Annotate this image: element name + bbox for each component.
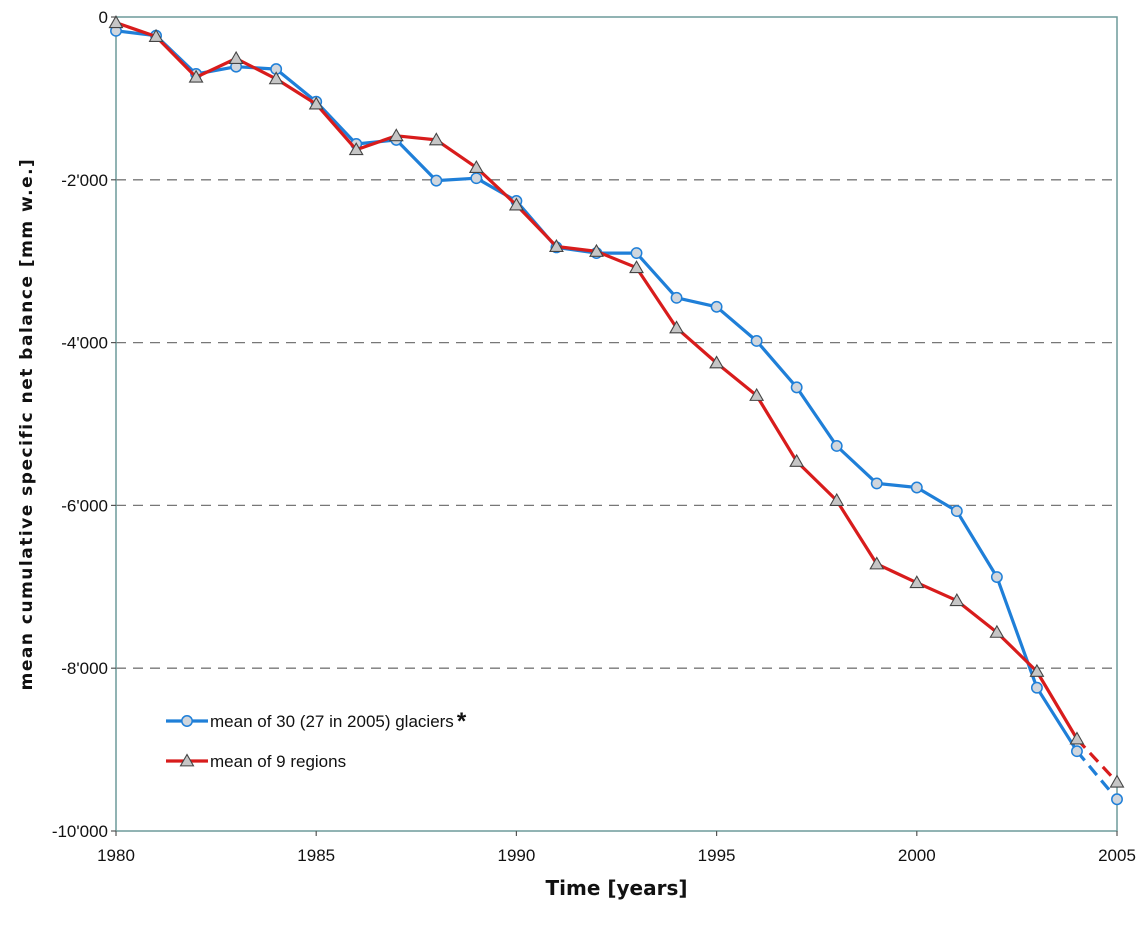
data-point [790, 381, 803, 394]
x-tick-label: 2000 [898, 846, 936, 865]
x-tick-label: 1985 [297, 846, 335, 865]
data-point [548, 238, 564, 252]
data-point [710, 300, 723, 313]
series-line [115, 21, 1079, 740]
data-point [910, 481, 923, 494]
series-line-dashed-segment [1075, 737, 1119, 784]
legend-marker [179, 753, 195, 767]
legend: mean of 30 (27 in 2005) glaciers *mean of… [166, 708, 467, 771]
data-point [750, 335, 763, 347]
data-point [749, 387, 765, 401]
data-point [869, 556, 885, 570]
legend-entry: mean of 9 regions [166, 752, 346, 771]
legend-label: mean of 30 (27 in 2005) glaciers [210, 712, 454, 731]
legend-label: mean of 9 regions [210, 752, 346, 771]
y-tick-label: -8'000 [61, 659, 108, 678]
data-point [148, 28, 164, 42]
data-point [789, 453, 805, 467]
data-point [1109, 774, 1125, 788]
legend-marker [181, 715, 193, 727]
legend-entry: mean of 30 (27 in 2005) glaciers * [166, 708, 467, 735]
axis-ticks: 0 -2'000 -4'000 -6'000 -8'000 -10'000 1980 1985… [52, 8, 1136, 865]
series-2 [108, 15, 1125, 788]
data-point [909, 575, 925, 589]
x-tick-label: 2005 [1098, 846, 1136, 865]
data-point [268, 71, 284, 85]
data-point [949, 593, 965, 607]
data-point [1030, 681, 1043, 694]
y-tick-label: 0 [99, 8, 108, 27]
data-point [430, 174, 443, 187]
series-line [115, 29, 1079, 753]
data-point [709, 355, 725, 369]
data-point [1071, 745, 1083, 758]
data-point [990, 571, 1003, 583]
data-point [1069, 731, 1085, 745]
series-1 [110, 24, 1123, 806]
data-point [629, 260, 644, 274]
x-axis-title: Time [years] [545, 876, 687, 900]
data-point [950, 505, 963, 518]
data-point [348, 142, 364, 156]
y-tick-label: -6'000 [61, 496, 108, 515]
data-point [108, 15, 124, 29]
data-point [188, 69, 204, 83]
series-line-dashed-segment [1075, 750, 1119, 801]
legend-asterisk: * [457, 708, 467, 735]
y-tick-label: -4'000 [61, 334, 108, 353]
data-point [388, 128, 404, 142]
data-point [830, 440, 843, 452]
data-point [470, 172, 483, 185]
data-point [829, 492, 845, 506]
data-point [468, 159, 484, 174]
plot-area-frame [115, 16, 1118, 832]
data-point [630, 247, 643, 260]
x-tick-label: 1995 [698, 846, 736, 865]
data-point [1111, 793, 1123, 806]
series-layer [108, 15, 1125, 806]
data-point [308, 96, 324, 110]
data-point [1029, 663, 1045, 677]
x-tick-label: 1990 [497, 846, 535, 865]
data-point [428, 132, 444, 146]
data-point [589, 243, 604, 257]
y-tick-label: -2'000 [61, 171, 108, 190]
data-point [870, 477, 883, 490]
y-tick-label: -10'000 [52, 822, 108, 841]
data-point [228, 50, 244, 64]
data-point [669, 320, 685, 334]
data-point [508, 197, 524, 211]
x-tick-label: 1980 [97, 846, 135, 865]
data-point [989, 624, 1005, 638]
y-axis-title: mean cumulative specific net balance [mm… [17, 158, 37, 691]
data-point [670, 291, 683, 304]
